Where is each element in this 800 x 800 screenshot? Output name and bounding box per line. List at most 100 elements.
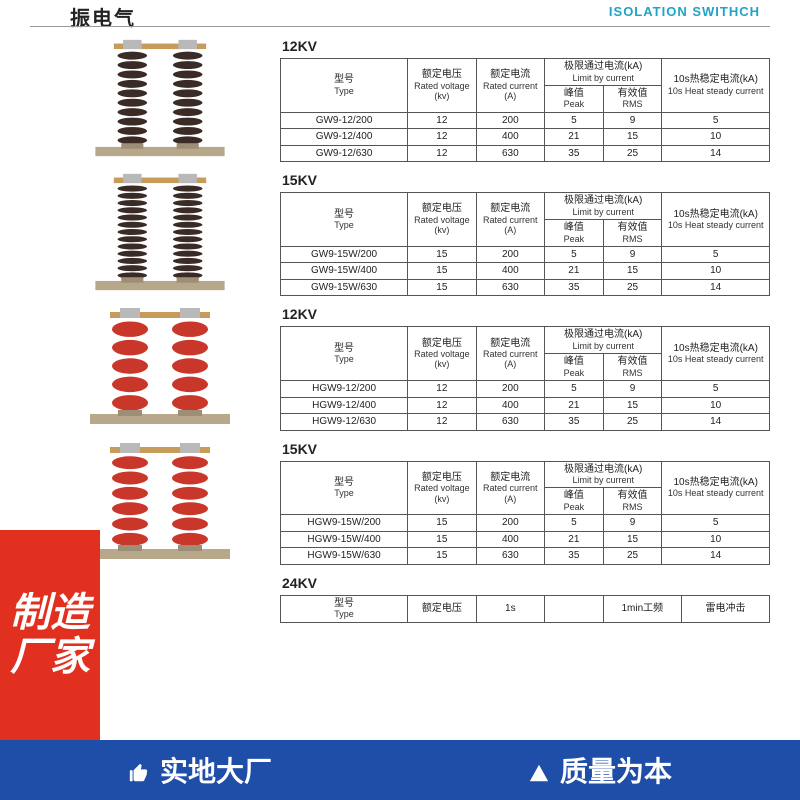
cell-peak: 21 <box>545 129 604 146</box>
cell-current: 630 <box>476 414 544 431</box>
cell-heat: 10 <box>662 129 770 146</box>
badge-line-1: 制造 <box>10 591 90 635</box>
banner-item-left: 实地大厂 <box>128 750 272 790</box>
product-image-cell <box>50 38 270 158</box>
cell-peak: 5 <box>545 246 604 263</box>
spec-table-cell: 12KV 型号Type 额定电压Rated voltage(kv) 额定电流Ra… <box>280 38 770 162</box>
cell-rms: 9 <box>603 515 662 532</box>
page: 振电气 ISOLATION SWITHCH 12KV 型号Type 额定电压Ra… <box>0 0 800 800</box>
cell-current: 630 <box>476 145 544 162</box>
cell-peak: 35 <box>545 548 604 565</box>
cell-peak: 21 <box>545 263 604 280</box>
cell-peak: 35 <box>545 279 604 296</box>
banner-right-text: 质量为本 <box>560 750 672 790</box>
cell-current: 400 <box>476 531 544 548</box>
cell-heat: 14 <box>662 145 770 162</box>
cell-current: 630 <box>476 279 544 296</box>
spec-table-cell: 12KV 型号Type 额定电压Rated voltage(kv) 额定电流Ra… <box>280 306 770 430</box>
table-row: GW9-15W/400 15 400 21 15 10 <box>281 263 770 280</box>
section-title: 15KV <box>282 441 770 457</box>
product-illustration <box>80 172 240 292</box>
cell-rms: 9 <box>603 112 662 129</box>
cell-current: 200 <box>476 515 544 532</box>
spec-table: 型号Type 额定电压Rated voltage(kv) 额定电流Rated c… <box>280 58 770 162</box>
product-illustration <box>80 441 240 561</box>
cell-peak: 21 <box>545 531 604 548</box>
cell-type: GW9-12/400 <box>281 129 408 146</box>
cell-peak: 21 <box>545 397 604 414</box>
table-row: GW9-15W/630 15 630 35 25 14 <box>281 279 770 296</box>
cell-voltage: 12 <box>408 145 476 162</box>
product-image-cell <box>50 172 270 292</box>
cell-peak: 35 <box>545 414 604 431</box>
spec-section: 15KV 型号Type 额定电压Rated voltage(kv) 额定电流Ra… <box>0 437 800 571</box>
cell-rms: 25 <box>603 548 662 565</box>
section-title: 12KV <box>282 306 770 322</box>
cell-rms: 15 <box>603 531 662 548</box>
cell-rms: 25 <box>603 279 662 296</box>
cell-peak: 5 <box>545 381 604 398</box>
cell-current: 200 <box>476 381 544 398</box>
cell-heat: 10 <box>662 263 770 280</box>
cell-rms: 15 <box>603 397 662 414</box>
cell-type: HGW9-15W/630 <box>281 548 408 565</box>
table-row: GW9-12/630 12 630 35 25 14 <box>281 145 770 162</box>
table-row: HGW9-15W/630 15 630 35 25 14 <box>281 548 770 565</box>
spec-table-cell: 24KV 型号Type 额定电压 1s 1min工频 雷电冲击 <box>280 575 770 623</box>
cell-type: GW9-12/630 <box>281 145 408 162</box>
cell-voltage: 15 <box>408 548 476 565</box>
cell-type: GW9-15W/200 <box>281 246 408 263</box>
cell-heat: 14 <box>662 414 770 431</box>
cell-voltage: 12 <box>408 414 476 431</box>
cell-type: HGW9-12/200 <box>281 381 408 398</box>
manufacturer-badge: 制造 厂家 <box>0 530 100 740</box>
content-area: 12KV 型号Type 额定电压Rated voltage(kv) 额定电流Ra… <box>0 34 800 740</box>
section-title: 12KV <box>282 38 770 54</box>
cell-heat: 5 <box>662 246 770 263</box>
cell-rms: 25 <box>603 145 662 162</box>
cell-voltage: 12 <box>408 381 476 398</box>
cell-peak: 5 <box>545 112 604 129</box>
cell-current: 400 <box>476 263 544 280</box>
product-illustration <box>80 306 240 426</box>
category-title-en: ISOLATION SWITHCH <box>609 4 760 19</box>
spec-table-cell: 15KV 型号Type 额定电压Rated voltage(kv) 额定电流Ra… <box>280 172 770 296</box>
spec-table: 型号Type 额定电压Rated voltage(kv) 额定电流Rated c… <box>280 461 770 565</box>
cell-heat: 10 <box>662 531 770 548</box>
cell-voltage: 15 <box>408 531 476 548</box>
spec-section: 15KV 型号Type 额定电压Rated voltage(kv) 额定电流Ra… <box>0 168 800 302</box>
product-illustration <box>80 38 240 158</box>
cell-voltage: 15 <box>408 515 476 532</box>
hand-ok-icon <box>128 759 150 781</box>
table-row: HGW9-15W/200 15 200 5 9 5 <box>281 515 770 532</box>
cell-current: 200 <box>476 246 544 263</box>
table-row: HGW9-12/630 12 630 35 25 14 <box>281 414 770 431</box>
spec-section: 12KV 型号Type 额定电压Rated voltage(kv) 额定电流Ra… <box>0 302 800 436</box>
cell-voltage: 15 <box>408 279 476 296</box>
cell-voltage: 12 <box>408 112 476 129</box>
cell-heat: 5 <box>662 381 770 398</box>
cell-voltage: 15 <box>408 246 476 263</box>
spec-table: 型号Type 额定电压 1s 1min工频 雷电冲击 <box>280 595 770 623</box>
cell-voltage: 12 <box>408 397 476 414</box>
cell-rms: 15 <box>603 263 662 280</box>
cell-current: 400 <box>476 397 544 414</box>
cell-rms: 9 <box>603 381 662 398</box>
product-image-cell <box>50 306 270 426</box>
section-title: 24KV <box>282 575 770 591</box>
cell-heat: 5 <box>662 515 770 532</box>
triangle-up-icon <box>528 759 550 781</box>
cell-type: GW9-15W/630 <box>281 279 408 296</box>
cell-type: HGW9-15W/400 <box>281 531 408 548</box>
cell-peak: 35 <box>545 145 604 162</box>
cell-heat: 14 <box>662 548 770 565</box>
cell-type: GW9-12/200 <box>281 112 408 129</box>
table-row: GW9-12/200 12 200 5 9 5 <box>281 112 770 129</box>
cell-voltage: 15 <box>408 263 476 280</box>
spec-table-cell: 15KV 型号Type 额定电压Rated voltage(kv) 额定电流Ra… <box>280 441 770 565</box>
spec-table: 型号Type 额定电压Rated voltage(kv) 额定电流Rated c… <box>280 326 770 430</box>
table-row: HGW9-12/200 12 200 5 9 5 <box>281 381 770 398</box>
table-row: GW9-12/400 12 400 21 15 10 <box>281 129 770 146</box>
cell-rms: 9 <box>603 246 662 263</box>
cell-type: GW9-15W/400 <box>281 263 408 280</box>
